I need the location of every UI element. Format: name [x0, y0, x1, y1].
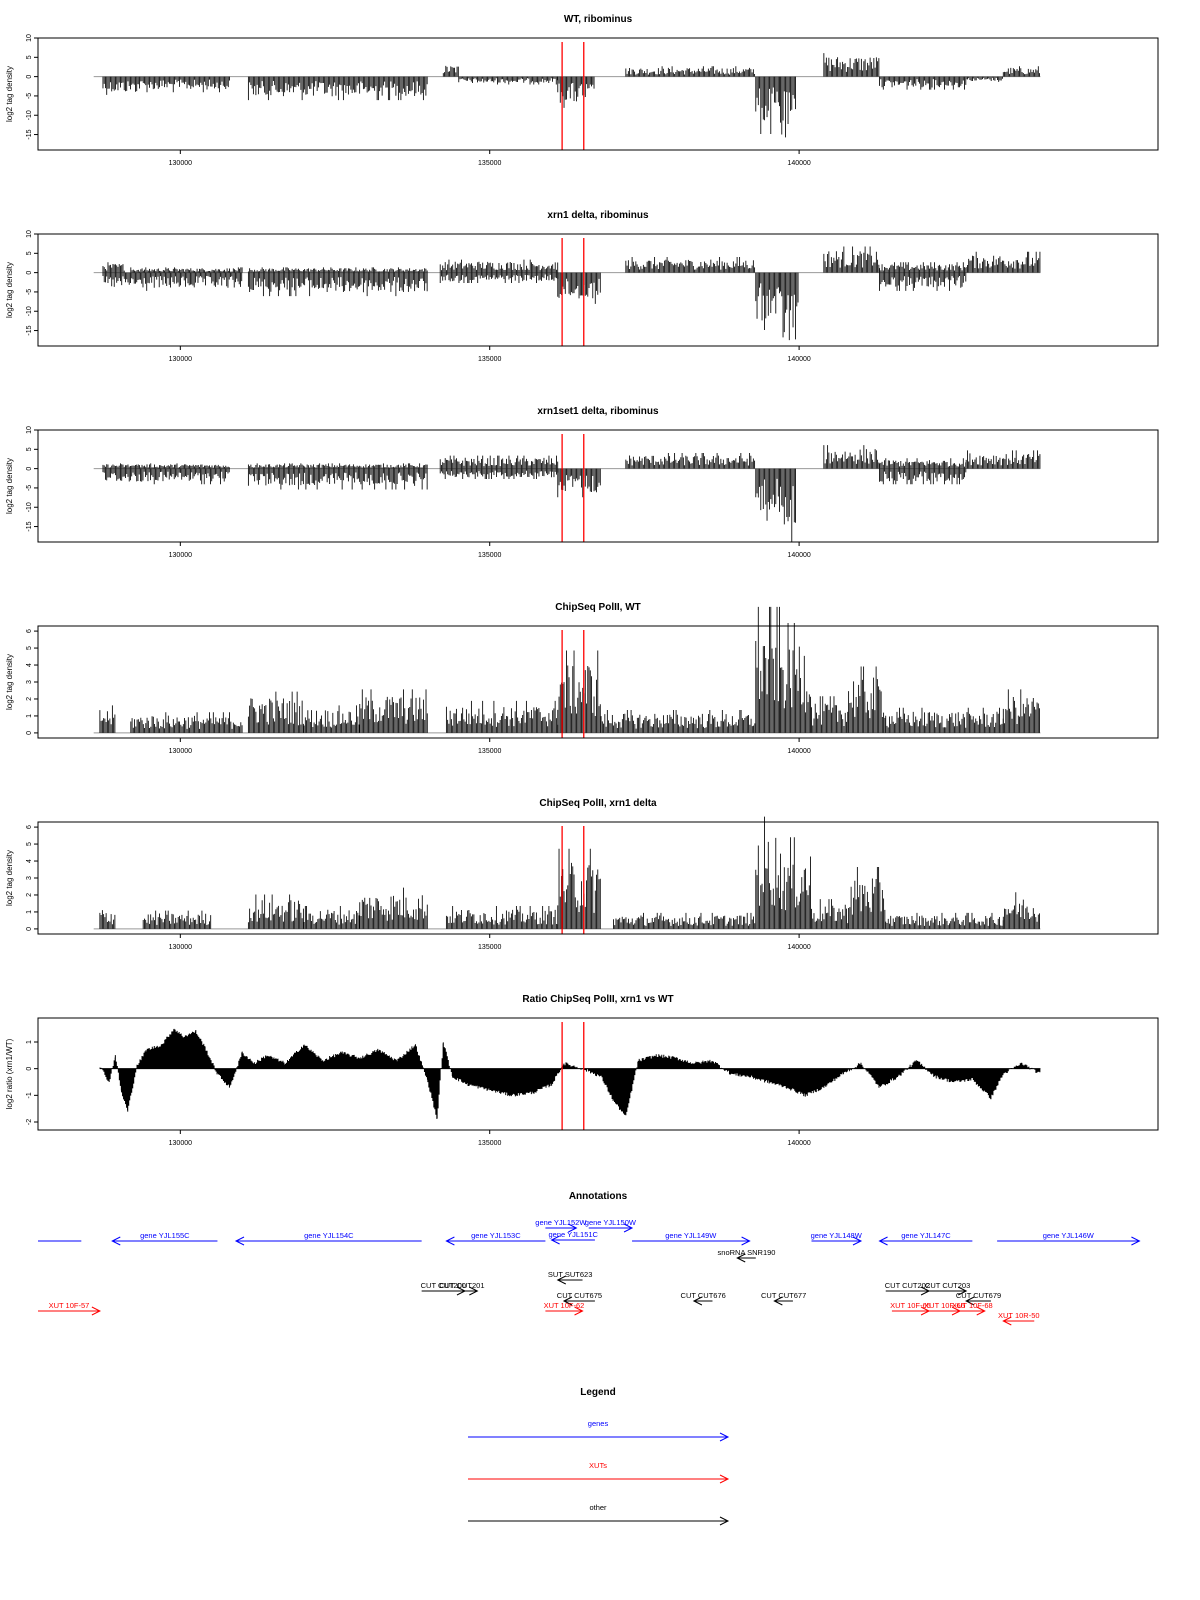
genes-label: gene YJL150W	[585, 1218, 637, 1227]
genes-label: gene YJL149W	[665, 1231, 717, 1240]
legend-item-label: genes	[588, 1419, 609, 1428]
y-tick-label: 3	[26, 680, 33, 684]
y-tick-label: 1	[26, 714, 33, 718]
bar-marks	[781, 273, 799, 340]
legend-title: Legend	[580, 1387, 616, 1398]
annotations-title: Annotations	[569, 1191, 628, 1202]
bar-series-segment-11	[781, 273, 799, 340]
genes-label: gene YJL151C	[548, 1230, 598, 1239]
genes-label: gene YJL155C	[140, 1231, 190, 1240]
y-tick-label: 3	[26, 876, 33, 880]
x-tick-label: 140000	[787, 160, 810, 167]
legend-item-label: other	[589, 1503, 607, 1512]
y-tick-label: -10	[26, 110, 33, 120]
genes-label: gene YJL154C	[304, 1231, 354, 1240]
y-tick-label: 10	[26, 230, 33, 238]
y-tick-label: 1	[26, 1040, 33, 1044]
x-tick-label: 135000	[478, 552, 501, 559]
xuts-label: XUT 10F-68	[952, 1301, 993, 1310]
x-tick-label: 130000	[169, 944, 192, 951]
x-tick-label: 130000	[169, 160, 192, 167]
y-axis-label: log2 tag density	[5, 654, 14, 710]
other-label: CUT CUT202	[885, 1281, 930, 1290]
x-tick-label: 130000	[169, 552, 192, 559]
y-tick-label: 0	[26, 927, 33, 931]
other-label: CUT CUT675	[557, 1291, 602, 1300]
legend-item-label: XUTs	[589, 1461, 607, 1470]
other-label: CUT CUT203	[925, 1281, 970, 1290]
other-label: CUT CUT679	[956, 1291, 1001, 1300]
chart-title: Ratio ChipSeq PolII, xrn1 vs WT	[522, 994, 673, 1005]
other-label: CUT CUT676	[681, 1291, 726, 1300]
y-tick-label: 1	[26, 910, 33, 914]
y-tick-label: -1	[26, 1092, 33, 1098]
x-tick-label: 130000	[169, 1140, 192, 1147]
y-tick-label: 5	[26, 447, 33, 451]
genes-label: gene YJL153C	[471, 1231, 521, 1240]
x-tick-label: 130000	[169, 748, 192, 755]
x-tick-label: 135000	[478, 160, 501, 167]
other-label: CUT CUT201	[439, 1281, 484, 1290]
x-tick-label: 130000	[169, 356, 192, 363]
x-tick-label: 135000	[478, 1140, 501, 1147]
y-tick-label: 6	[26, 825, 33, 829]
y-axis-label: log2 ratio (xrn1/WT)	[5, 1038, 14, 1109]
chart-title: xrn1 delta, ribominus	[547, 210, 649, 221]
x-tick-label: 135000	[478, 944, 501, 951]
xuts-label: XUT 10F-62	[544, 1301, 585, 1310]
y-tick-label: -15	[26, 521, 33, 531]
y-tick-label: -15	[26, 325, 33, 335]
y-tick-label: -10	[26, 306, 33, 316]
y-tick-label: 0	[26, 1067, 33, 1071]
other-label: snoRNA SNR190	[718, 1248, 776, 1257]
y-tick-label: 0	[26, 731, 33, 735]
y-tick-label: 2	[26, 697, 33, 701]
xuts-label: XUT 10F-57	[49, 1301, 90, 1310]
x-tick-label: 140000	[787, 1140, 810, 1147]
y-tick-label: -2	[26, 1119, 33, 1125]
x-tick-label: 140000	[787, 552, 810, 559]
y-tick-label: 5	[26, 842, 33, 846]
y-tick-label: 5	[26, 251, 33, 255]
y-tick-label: 6	[26, 629, 33, 633]
genes-label: gene YJL146W	[1043, 1231, 1095, 1240]
y-tick-label: -15	[26, 129, 33, 139]
y-tick-label: 0	[26, 271, 33, 275]
x-tick-label: 135000	[478, 748, 501, 755]
y-axis-label: log2 tag density	[5, 66, 14, 122]
y-tick-label: 10	[26, 34, 33, 42]
y-tick-label: 10	[26, 426, 33, 434]
x-tick-label: 140000	[787, 356, 810, 363]
y-tick-label: -5	[26, 485, 33, 491]
y-tick-label: 4	[26, 859, 33, 863]
y-tick-label: -5	[26, 289, 33, 295]
chart-title: ChipSeq PolII, WT	[555, 602, 641, 613]
x-tick-label: 135000	[478, 356, 501, 363]
y-axis-label: log2 tag density	[5, 458, 14, 514]
y-tick-label: 5	[26, 646, 33, 650]
other-label: CUT CUT677	[761, 1291, 806, 1300]
y-tick-label: 0	[26, 75, 33, 79]
chart-title: xrn1set1 delta, ribominus	[537, 406, 659, 417]
x-tick-label: 140000	[787, 748, 810, 755]
y-axis-label: log2 tag density	[5, 850, 14, 906]
y-tick-label: -5	[26, 93, 33, 99]
y-tick-label: -10	[26, 502, 33, 512]
x-tick-label: 140000	[787, 944, 810, 951]
other-label: SUT SUT623	[548, 1270, 592, 1279]
chart-title: WT, ribominus	[564, 14, 633, 25]
genes-label: gene YJL152W	[535, 1218, 587, 1227]
y-axis-label: log2 tag density	[5, 262, 14, 318]
xuts-label: XUT 10R-50	[998, 1311, 1040, 1320]
y-tick-label: 0	[26, 467, 33, 471]
chart-title: ChipSeq PolII, xrn1 delta	[539, 798, 657, 809]
y-tick-label: 4	[26, 663, 33, 667]
y-tick-label: 5	[26, 55, 33, 59]
genes-label: gene YJL148W	[811, 1231, 863, 1240]
genes-label: gene YJL147C	[901, 1231, 951, 1240]
y-tick-label: 2	[26, 893, 33, 897]
